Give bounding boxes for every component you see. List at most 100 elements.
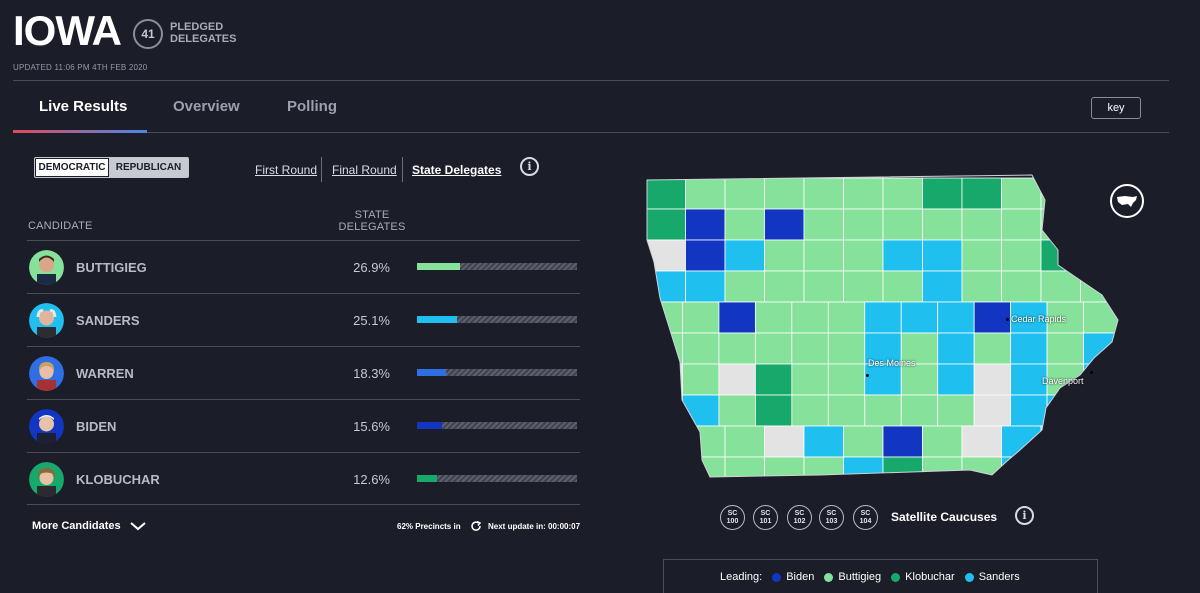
county[interactable]	[1083, 332, 1120, 365]
county[interactable]	[882, 208, 923, 241]
county[interactable]	[937, 363, 975, 396]
county[interactable]	[827, 332, 866, 365]
county[interactable]	[791, 363, 829, 396]
satellite-caucus-102[interactable]: SC 102	[787, 505, 812, 530]
county[interactable]	[961, 239, 1002, 272]
county[interactable]	[718, 363, 756, 396]
county[interactable]	[1080, 456, 1121, 488]
county[interactable]	[922, 270, 963, 303]
county[interactable]	[1001, 239, 1042, 272]
county[interactable]	[646, 332, 683, 365]
county[interactable]	[1046, 301, 1084, 334]
county[interactable]	[1083, 301, 1120, 334]
democratic-toggle[interactable]: DEMOCRATIC	[35, 158, 109, 177]
county[interactable]	[843, 456, 884, 488]
county[interactable]	[803, 456, 844, 488]
county[interactable]	[882, 425, 923, 458]
county[interactable]	[882, 239, 923, 272]
county[interactable]	[754, 332, 793, 365]
county[interactable]	[1001, 425, 1042, 458]
county[interactable]	[843, 270, 884, 303]
county[interactable]	[973, 363, 1012, 396]
county[interactable]	[754, 363, 793, 396]
county[interactable]	[827, 301, 866, 334]
county[interactable]	[791, 332, 829, 365]
county[interactable]	[827, 394, 866, 427]
county[interactable]	[646, 363, 683, 396]
county[interactable]	[685, 239, 726, 272]
county[interactable]	[900, 394, 939, 427]
county[interactable]	[1040, 425, 1081, 458]
final-round-link[interactable]: Final Round	[332, 163, 397, 177]
county[interactable]	[682, 363, 720, 396]
table-row[interactable]: BUTTIGIEG 26.9%	[27, 240, 580, 293]
tab-polling[interactable]: Polling	[287, 98, 337, 115]
county[interactable]	[961, 425, 1002, 458]
county[interactable]	[718, 332, 756, 365]
county[interactable]	[764, 208, 805, 241]
first-round-link[interactable]: First Round	[255, 163, 318, 177]
county[interactable]	[791, 394, 829, 427]
county[interactable]	[827, 363, 866, 396]
state-delegates-link[interactable]: State Delegates	[412, 163, 502, 177]
county[interactable]	[724, 270, 765, 303]
county[interactable]	[1010, 332, 1048, 365]
table-row[interactable]: BIDEN 15.6%	[27, 399, 580, 452]
county[interactable]	[864, 332, 902, 365]
county[interactable]	[922, 425, 963, 458]
county[interactable]	[864, 301, 902, 334]
county[interactable]	[900, 332, 939, 365]
county[interactable]	[754, 394, 793, 427]
county[interactable]	[764, 177, 805, 210]
county[interactable]	[843, 208, 884, 241]
satellite-caucus-103[interactable]: SC 103	[819, 505, 844, 530]
county[interactable]	[1001, 456, 1042, 488]
county[interactable]	[1080, 270, 1121, 303]
county[interactable]	[724, 456, 765, 488]
county[interactable]	[973, 301, 1012, 334]
county[interactable]	[1010, 394, 1048, 427]
county[interactable]	[937, 301, 975, 334]
county[interactable]	[1080, 208, 1121, 241]
county[interactable]	[843, 425, 884, 458]
county[interactable]	[864, 394, 902, 427]
satellite-caucus-100[interactable]: SC 100	[720, 505, 745, 530]
county[interactable]	[724, 239, 765, 272]
table-row[interactable]: KLOBUCHAR 12.6%	[27, 452, 580, 505]
county[interactable]	[718, 394, 756, 427]
county[interactable]	[961, 270, 1002, 303]
county[interactable]	[685, 208, 726, 241]
county[interactable]	[764, 239, 805, 272]
county[interactable]	[1001, 270, 1042, 303]
county[interactable]	[1046, 332, 1084, 365]
table-row[interactable]: WARREN 18.3%	[27, 346, 580, 399]
county[interactable]	[922, 239, 963, 272]
county[interactable]	[803, 270, 844, 303]
more-candidates-button[interactable]: More Candidates	[32, 520, 146, 532]
satellite-caucus-101[interactable]: SC 101	[753, 505, 778, 530]
table-row[interactable]: SANDERS 25.1%	[27, 293, 580, 346]
us-map-icon[interactable]	[1110, 184, 1144, 218]
county[interactable]	[1040, 270, 1081, 303]
info-icon[interactable]: i	[520, 157, 539, 176]
county[interactable]	[685, 177, 726, 210]
county[interactable]	[803, 239, 844, 272]
county[interactable]	[1080, 239, 1121, 272]
satellite-caucus-104[interactable]: SC 104	[853, 505, 878, 530]
county[interactable]	[764, 425, 805, 458]
county[interactable]	[646, 270, 686, 303]
county[interactable]	[1083, 363, 1120, 396]
county[interactable]	[754, 301, 793, 334]
info-icon[interactable]: i	[1015, 506, 1034, 525]
county[interactable]	[922, 208, 963, 241]
key-button[interactable]: key	[1091, 97, 1141, 119]
county[interactable]	[1046, 394, 1084, 427]
county[interactable]	[937, 332, 975, 365]
county[interactable]	[803, 208, 844, 241]
county[interactable]	[791, 301, 829, 334]
county[interactable]	[1080, 425, 1121, 458]
county[interactable]	[685, 425, 726, 458]
county[interactable]	[724, 177, 765, 210]
county[interactable]	[882, 177, 923, 210]
county[interactable]	[900, 301, 939, 334]
